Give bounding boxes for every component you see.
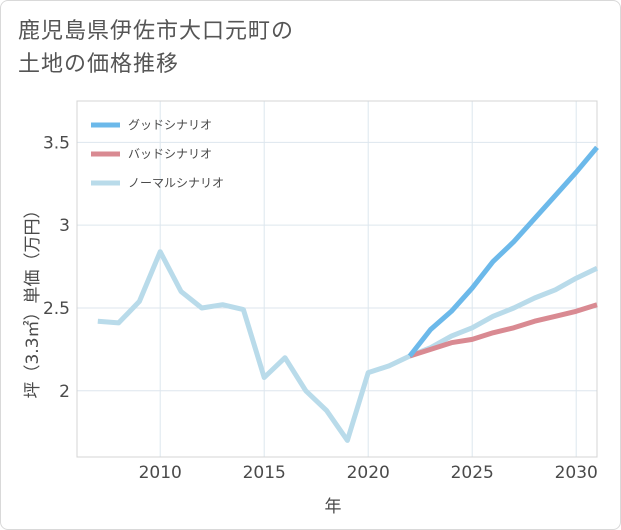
legend-label-0: グッドシナリオ	[128, 118, 212, 132]
chart-title: 鹿児島県伊佐市大口元町の 土地の価格推移	[18, 15, 294, 81]
series-line-1	[409, 302, 598, 359]
x-axis-label: 年	[325, 497, 342, 517]
y-tick-label: 2	[59, 382, 70, 402]
y-tick-labels: 2 2.5 3 3.5	[43, 133, 70, 401]
y-tick-label: 2.5	[43, 299, 70, 319]
series-line-0	[407, 145, 599, 358]
y-tick-label: 3	[59, 216, 70, 236]
y-tick-label: 3.5	[43, 133, 70, 153]
x-tick-label: 2025	[451, 463, 494, 483]
series-line-2	[97, 249, 599, 443]
x-tick-label: 2020	[347, 463, 390, 483]
x-tick-label: 2010	[139, 463, 182, 483]
grid	[77, 101, 597, 457]
plot-area-border	[76, 100, 598, 458]
x-tick-labels: 2010 2015 2020 2025 2030	[139, 463, 598, 483]
x-tick-label: 2015	[243, 463, 286, 483]
x-tick-label: 2030	[555, 463, 598, 483]
series-group	[97, 145, 599, 443]
legend-label-2: ノーマルシナリオ	[128, 176, 224, 190]
title-line-1: 鹿児島県伊佐市大口元町の	[18, 19, 295, 44]
legend-label-1: バッドシナリオ	[128, 147, 212, 161]
title-line-2: 土地の価格推移	[18, 52, 180, 77]
y-axis-label: 坪（3.3㎡）単価（万円）	[23, 201, 43, 398]
